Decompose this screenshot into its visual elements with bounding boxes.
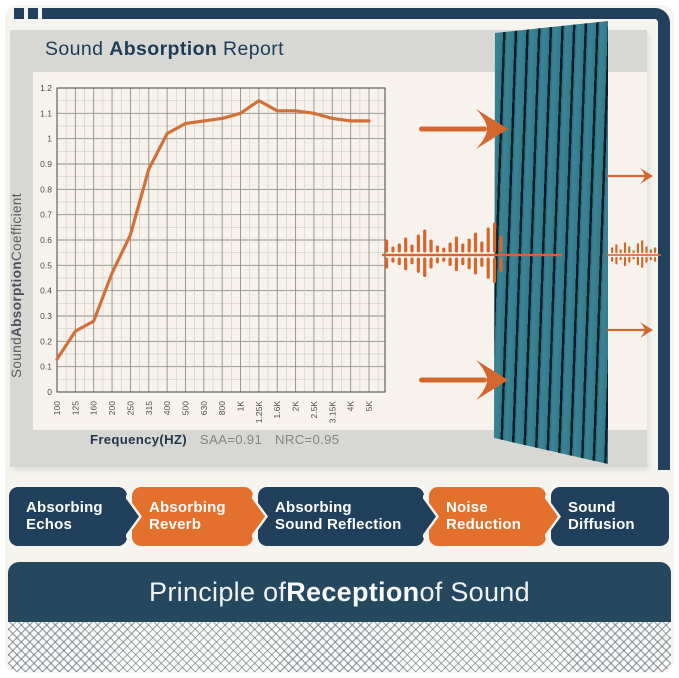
svg-text:3.15K: 3.15K [327,401,337,424]
svg-text:1: 1 [47,134,52,144]
benefit-step-banner: Absorbing Echos Absorbing Reverb Absorbing So… [0,487,679,546]
svg-text:0.6: 0.6 [40,235,52,245]
step-label-line1: Absorbing [26,498,103,516]
svg-text:0.2: 0.2 [40,336,52,346]
svg-text:400: 400 [162,401,172,415]
svg-text:0.7: 0.7 [40,210,52,220]
report-title: Sound Absorption Report [45,38,284,60]
frame-dash-1 [14,8,24,19]
x-axis-caption: Frequency(HZ) SAA=0.91 NRC=0.95 [90,432,339,447]
footer-banner: Principle of Reception of Sound [8,562,671,672]
step-noise-reduction: Noise Reduction [429,487,561,546]
sound-absorption-line-chart: 0 0.1 0.2 0.3 0.4 0.5 0.6 0.7 0.8 0.9 1 1.1 1.2 100 12… [40,83,386,424]
svg-text:5K: 5K [364,401,374,412]
acoustic-slat-panel [494,21,608,464]
svg-text:630: 630 [199,401,209,415]
step-label-line2: Reverb [149,515,202,533]
svg-text:125: 125 [70,401,80,415]
sound-arrows-layer [419,109,653,400]
decorative-frame [42,8,670,470]
svg-text:1.6K: 1.6K [272,401,282,419]
step-label-line2: Echos [26,515,73,533]
svg-text:1.1: 1.1 [40,108,52,118]
svg-text:0.4: 0.4 [40,286,52,296]
svg-text:0.1: 0.1 [40,362,52,372]
transmitted-sound-arrow-bottom-icon [607,322,653,338]
svg-text:315: 315 [144,401,154,415]
frame-dash-2 [28,8,38,19]
step-label-line1: Noise [446,498,488,516]
svg-text:0.5: 0.5 [40,260,52,270]
soundwave-layer [382,222,661,283]
step-label-line1: Absorbing [275,498,352,516]
step-label-line2: Diffusion [568,515,635,533]
svg-text:1.2: 1.2 [40,83,52,93]
step-absorbing-sound-reflection: Absorbing Sound Reflection [258,487,439,546]
svg-text:1K: 1K [236,401,246,412]
nrc-value: NRC=0.95 [275,432,340,447]
svg-text:2K: 2K [291,401,301,412]
saa-value: SAA=0.91 [199,432,263,447]
incident-sound-arrow-top-icon [419,109,508,149]
svg-text:0.9: 0.9 [40,159,52,169]
step-label-line2: Sound Reflection [275,515,402,533]
step-sound-diffusion: Sound Diffusion [551,487,669,546]
step-absorbing-reverb: Absorbing Reverb [132,487,268,546]
svg-text:800: 800 [217,401,227,415]
svg-text:200: 200 [107,401,117,415]
svg-text:0.3: 0.3 [40,311,52,321]
svg-text:160: 160 [89,401,99,415]
svg-text:250: 250 [125,401,135,415]
step-label-line1: Absorbing [149,498,226,516]
svg-text:2.5K: 2.5K [309,401,319,419]
footer-title: Principle of Reception of Sound [8,562,671,622]
transmitted-sound-arrow-top-icon [607,168,653,184]
svg-text:0: 0 [47,387,52,397]
footer-lattice-pattern [8,622,671,672]
y-axis-title: Sound Absorption Coefficient [9,193,24,378]
incident-sound-arrow-bottom-icon [419,360,508,400]
svg-text:500: 500 [180,401,190,415]
svg-text:100: 100 [52,401,62,415]
step-absorbing-echos: Absorbing Echos [9,487,142,546]
svg-text:1.25K: 1.25K [254,401,264,424]
svg-text:0.8: 0.8 [40,184,52,194]
step-label-line1: Sound [568,498,616,516]
svg-text:4K: 4K [346,401,356,412]
x-axis-label: Frequency(HZ) [90,432,187,447]
step-label-line2: Reduction [446,515,522,533]
